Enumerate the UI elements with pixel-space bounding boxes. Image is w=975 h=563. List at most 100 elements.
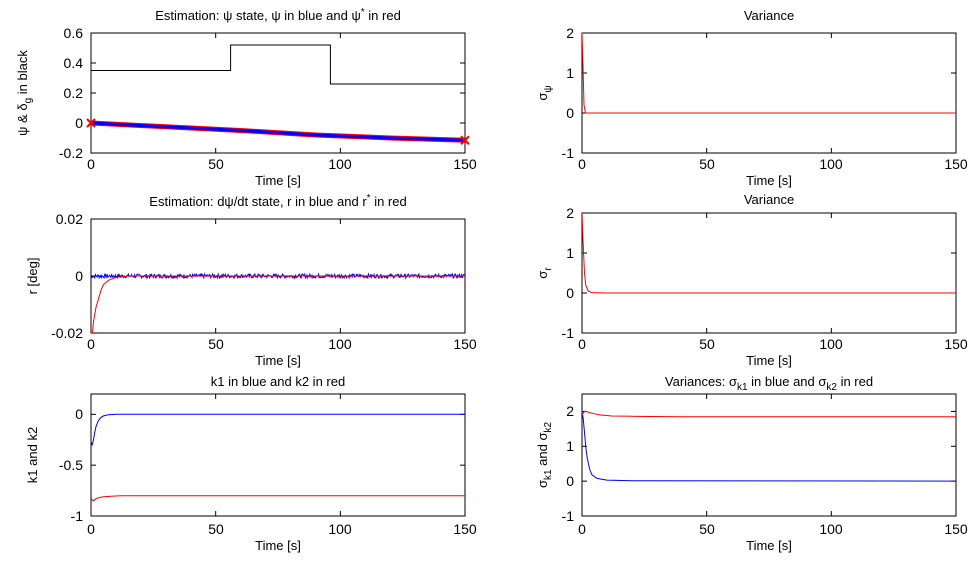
panel-r-variance: Variance Time [s] σr 0 50 100 150 -1 0 1… <box>535 192 968 368</box>
y-axis-label: k1 and k2 <box>25 427 40 483</box>
chart-title: Variance <box>744 8 794 23</box>
y-tick-label: -1 <box>562 145 575 161</box>
title-part: Estimation: dψ/dt state, r in blue and r <box>149 194 367 209</box>
ylabel-part: and σ <box>535 433 550 470</box>
y-tick-label: -1 <box>562 508 575 524</box>
title-part: in red <box>371 194 407 209</box>
x-axis-label: Time [s] <box>255 538 301 553</box>
series-line-0 <box>582 33 956 114</box>
y-tick-label: -1 <box>71 508 84 524</box>
panel-psi-estimation: Estimation: ψ state, ψ in blue and ψ* in… <box>15 7 477 188</box>
series-line-0 <box>582 411 956 482</box>
x-tick-label: 100 <box>819 156 843 172</box>
x-marker <box>460 135 470 145</box>
x-tick-label: 100 <box>328 336 352 352</box>
y-tick-label: 2 <box>566 25 574 41</box>
series-line-1 <box>91 495 465 502</box>
ylabel-subscript: g <box>23 98 34 104</box>
y-tick-label: 0 <box>566 473 574 489</box>
x-tick-label: 100 <box>328 521 352 537</box>
y-tick-label: 1 <box>566 438 574 454</box>
x-tick-label: 100 <box>819 336 843 352</box>
y-tick-labels: -0.02 0 0.02 <box>51 211 83 341</box>
chart-title: Variance <box>744 192 794 207</box>
x-tick-label: 150 <box>453 336 477 352</box>
y-tick-label: 0.6 <box>64 25 84 41</box>
x-tick-label: 0 <box>87 156 95 172</box>
x-tick-label: 150 <box>453 156 477 172</box>
x-tick-label: 100 <box>819 521 843 537</box>
x-tick-labels: 0 50 100 150 <box>578 156 968 172</box>
y-tick-label: 2 <box>566 403 574 419</box>
x-axis-label: Time [s] <box>255 353 301 368</box>
y-tick-label: 2 <box>566 205 574 221</box>
y-tick-label: 0 <box>75 115 83 131</box>
x-tick-label: 50 <box>699 336 715 352</box>
series-line-1 <box>91 275 465 333</box>
x-tick-label: 0 <box>578 156 586 172</box>
y-tick-label: 0 <box>566 285 574 301</box>
x-tick-labels: 0 50 100 150 <box>87 156 477 172</box>
x-tick-label: 150 <box>453 521 477 537</box>
ylabel-subscript: k1 <box>543 469 554 480</box>
series-line-0 <box>91 413 465 447</box>
title-subscript: k1 <box>737 382 748 393</box>
y-tick-label: 0.2 <box>64 85 84 101</box>
y-axis-label: ψ & δg in black <box>15 50 34 136</box>
y-tick-label: 0.02 <box>56 211 83 227</box>
x-tick-label: 50 <box>208 521 224 537</box>
chart-title: k1 in blue and k2 in red <box>211 374 345 389</box>
x-axis-label: Time [s] <box>255 173 301 188</box>
x-tick-labels: 0 50 100 150 <box>578 521 968 537</box>
x-tick-labels: 0 50 100 150 <box>578 336 968 352</box>
y-axis-label: r [deg] <box>25 258 40 295</box>
title-superscript: * <box>367 193 371 204</box>
ylabel-subscript: ψ <box>543 85 554 92</box>
x-axis-label: Time [s] <box>746 173 792 188</box>
y-tick-label: 1 <box>566 65 574 81</box>
ylabel-part: in black <box>15 50 30 98</box>
y-tick-label: -0.5 <box>59 457 83 473</box>
title-superscript: * <box>361 7 365 18</box>
ylabel-subscript: k2 <box>543 422 554 433</box>
panel-r-estimation: Estimation: dψ/dt state, r in blue and r… <box>25 193 477 368</box>
chart-title: Variances: σk1 in blue and σk2 in red <box>665 374 873 393</box>
y-tick-label: -0.2 <box>59 145 83 161</box>
chart-title: Estimation: dψ/dt state, r in blue and r… <box>149 193 406 209</box>
chart-title: Estimation: ψ state, ψ in blue and ψ* in… <box>155 7 401 23</box>
title-part: Variances: σ <box>665 374 737 389</box>
y-tick-label: 0 <box>75 406 83 422</box>
x-tick-label: 150 <box>944 156 968 172</box>
title-part: in red <box>837 374 873 389</box>
x-marker <box>86 118 96 128</box>
series-line-0 <box>582 213 956 294</box>
y-tick-label: 0 <box>75 268 83 284</box>
x-tick-labels: 0 50 100 150 <box>87 521 477 537</box>
y-tick-label: 0.4 <box>64 55 84 71</box>
x-tick-label: 50 <box>699 521 715 537</box>
x-tick-label: 0 <box>87 521 95 537</box>
x-tick-label: 50 <box>208 336 224 352</box>
y-tick-labels: -1 0 1 2 <box>562 403 575 524</box>
y-axis-label: σψ <box>535 85 554 100</box>
plot-area <box>581 212 957 334</box>
y-tick-label: -1 <box>562 325 575 341</box>
x-tick-label: 50 <box>699 156 715 172</box>
y-axis-label: σk1 and σk2 <box>535 422 554 489</box>
panel-k1-k2: k1 in blue and k2 in red Time [s] k1 and… <box>25 374 477 553</box>
panel-psi-variance: Variance Time [s] σψ 0 50 100 150 -1 0 1… <box>535 8 968 188</box>
x-tick-label: 150 <box>944 336 968 352</box>
y-tick-labels: -0.2 0 0.2 0.4 0.6 <box>59 25 83 161</box>
y-tick-labels: -1 -0.5 0 <box>59 406 83 524</box>
y-tick-label: -0.02 <box>51 325 83 341</box>
x-tick-label: 100 <box>328 156 352 172</box>
x-tick-label: 0 <box>578 521 586 537</box>
plot-area <box>581 32 957 154</box>
y-tick-labels: -1 0 1 2 <box>562 205 575 341</box>
plot-area <box>581 393 957 517</box>
title-part: in red <box>365 8 401 23</box>
series-line-1 <box>582 410 956 418</box>
title-part: in blue and σ <box>748 374 827 389</box>
ylabel-subscript: r <box>543 267 554 271</box>
series-line-2 <box>91 121 465 142</box>
